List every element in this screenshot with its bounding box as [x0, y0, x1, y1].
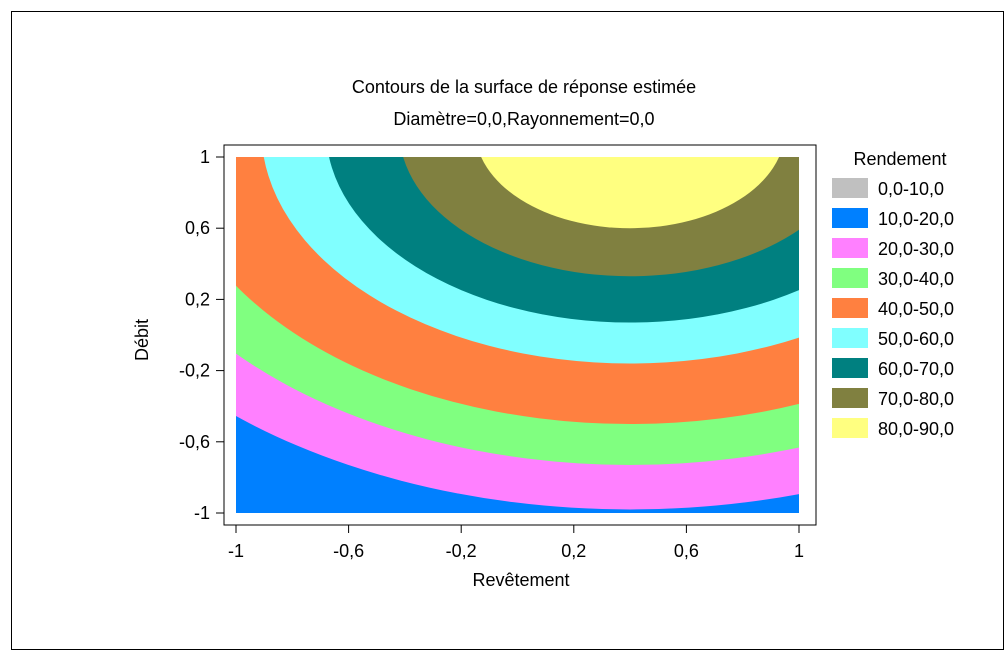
- x-tick-label: -0,6: [333, 541, 364, 561]
- x-axis-label: Revêtement: [472, 570, 569, 590]
- x-tick-label: -1: [228, 541, 244, 561]
- chart-frame: Contours de la surface de réponse estimé…: [11, 11, 1004, 650]
- legend-swatch: [832, 208, 868, 228]
- y-tick-label: 0,6: [185, 218, 210, 238]
- legend-swatch: [832, 178, 868, 198]
- y-tick-label: 0,2: [185, 289, 210, 309]
- legend-label: 70,0-80,0: [878, 389, 954, 409]
- y-axis-label: Débit: [132, 319, 152, 361]
- y-tick-label: -0,2: [179, 361, 210, 381]
- y-tick-label: -1: [194, 503, 210, 523]
- plot-area-border: [223, 144, 817, 526]
- legend-title: Rendement: [853, 149, 946, 169]
- x-tick-label: 0,2: [561, 541, 586, 561]
- y-tick-label: -0,6: [179, 432, 210, 452]
- x-tick-label: 0,6: [674, 541, 699, 561]
- legend-label: 40,0-50,0: [878, 299, 954, 319]
- legend-label: 0,0-10,0: [878, 179, 944, 199]
- legend-swatch: [832, 238, 868, 258]
- legend-swatch: [832, 298, 868, 318]
- legend-label: 80,0-90,0: [878, 419, 954, 439]
- chart-subtitle: Diamètre=0,0,Rayonnement=0,0: [393, 109, 654, 129]
- y-tick-label: 1: [200, 147, 210, 167]
- x-tick-label: 1: [794, 541, 804, 561]
- legend-swatch: [832, 388, 868, 408]
- legend-label: 10,0-20,0: [878, 209, 954, 229]
- chart-title: Contours de la surface de réponse estimé…: [352, 77, 696, 97]
- contour-band-80-90: [481, 157, 780, 229]
- legend-swatch: [832, 418, 868, 438]
- legend-label: 60,0-70,0: [878, 359, 954, 379]
- y-axis: 1 0,6 0,2 -0,2 -0,6 -1: [179, 147, 224, 523]
- legend: 0,0-10,0 10,0-20,0 20,0-30,0 30,0-40,0 40,0-…: [832, 178, 954, 439]
- legend-swatch: [832, 268, 868, 288]
- legend-label: 50,0-60,0: [878, 329, 954, 349]
- contour-chart: Contours de la surface de réponse estimé…: [132, 77, 954, 590]
- x-tick-label: -0,2: [446, 541, 477, 561]
- legend-label: 30,0-40,0: [878, 269, 954, 289]
- contour-regions: [236, 157, 799, 513]
- legend-label: 20,0-30,0: [878, 239, 954, 259]
- legend-swatch: [832, 358, 868, 378]
- legend-swatch: [832, 328, 868, 348]
- x-axis: -1 -0,6 -0,2 0,2 0,6 1: [228, 525, 804, 561]
